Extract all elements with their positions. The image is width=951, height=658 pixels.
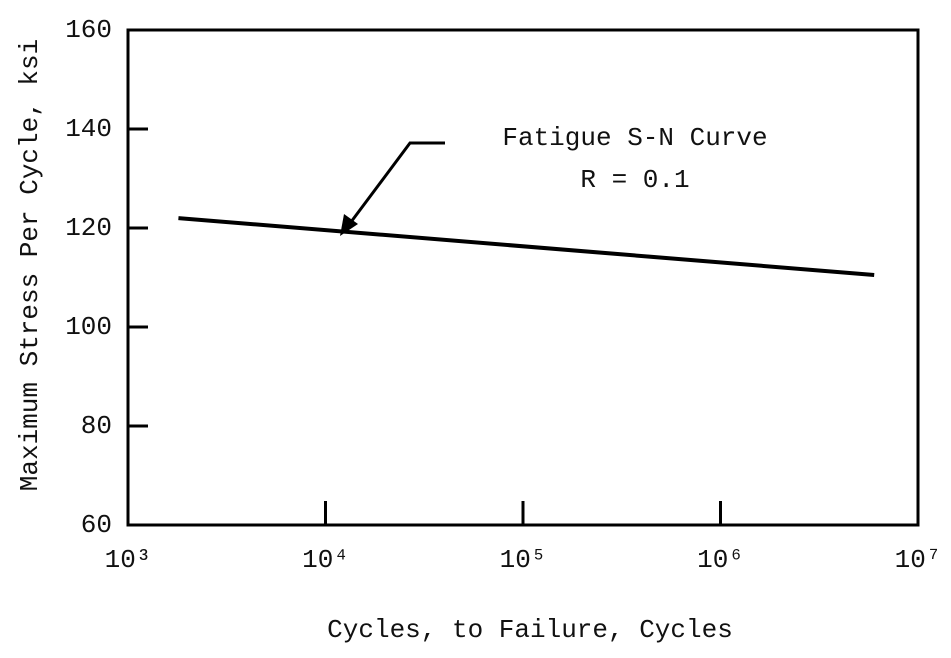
sn-curve: [178, 216, 875, 278]
x-tick-label: 10⁷: [895, 545, 942, 575]
y-tick-label: 80: [81, 411, 112, 441]
y-tick-label: 140: [65, 114, 112, 144]
y-tick-label: 60: [81, 510, 112, 540]
y-tick-label: 100: [65, 312, 112, 342]
x-tick-label: 10⁶: [697, 545, 744, 575]
annotation-arrow: [346, 141, 445, 227]
y-axis-label: Maximum Stress Per Cycle, ksi: [15, 39, 45, 491]
x-tick-label: 10⁴: [302, 545, 349, 575]
plot-frame: [126, 28, 920, 527]
annotation: R = 0.1: [580, 165, 689, 195]
y-tick-label: 120: [65, 213, 112, 243]
y-tick-label: 160: [65, 15, 112, 45]
x-axis-label: Cycles, to Failure, Cycles: [327, 615, 733, 645]
x-tick-label: 10³: [105, 545, 152, 575]
x-tick-label: 10⁵: [500, 545, 547, 575]
annotation: Fatigue S-N Curve: [502, 123, 767, 153]
